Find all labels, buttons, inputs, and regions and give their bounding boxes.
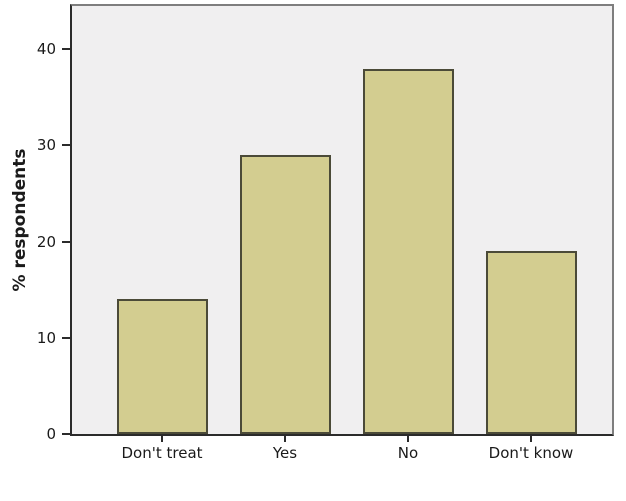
- bar-no: [362, 69, 454, 434]
- x-tick-label: Don't know: [488, 444, 574, 462]
- x-axis-tick: [407, 436, 409, 442]
- bars-layer: [72, 6, 612, 434]
- bar-don-t-treat: [116, 299, 208, 434]
- x-axis-tick: [161, 436, 163, 442]
- x-axis-tick: [530, 436, 532, 442]
- x-tick-label: Don't treat: [121, 444, 203, 462]
- y-tick-label: 10: [36, 328, 56, 347]
- bar-yes: [239, 155, 331, 434]
- x-tick-label: No: [397, 444, 419, 462]
- y-tick-label: 40: [36, 40, 56, 59]
- bar-don-t-know: [485, 251, 577, 434]
- x-axis-tick: [284, 436, 286, 442]
- x-tick-label: Yes: [272, 444, 298, 462]
- y-tick-label: 0: [46, 425, 56, 443]
- y-axis-title: % respondents: [10, 148, 30, 292]
